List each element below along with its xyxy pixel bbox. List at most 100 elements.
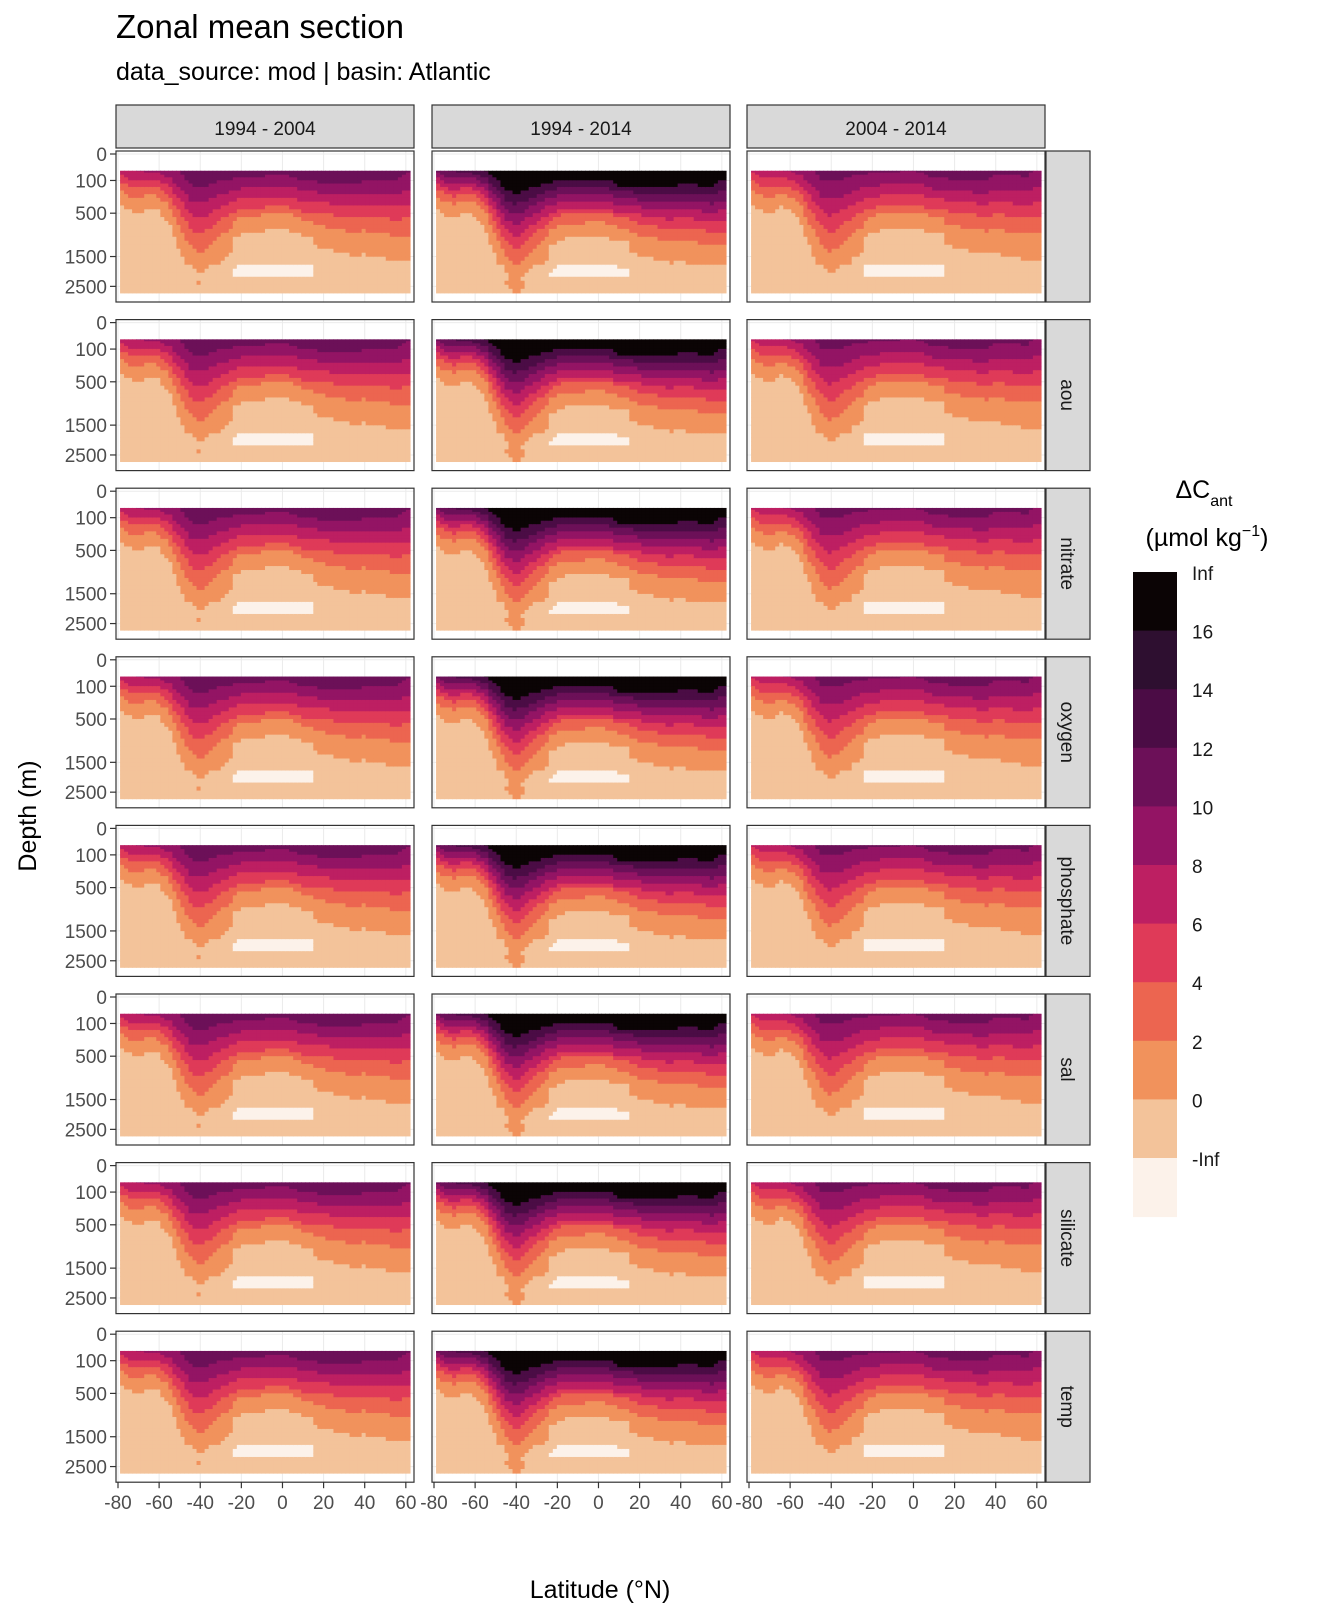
section-cell	[132, 233, 137, 238]
section-cell	[281, 194, 286, 198]
section-cell	[217, 229, 222, 234]
section-cell	[225, 202, 230, 206]
section-cell	[329, 233, 334, 238]
section-cell	[201, 229, 206, 234]
section-cell	[277, 273, 282, 278]
section-cell	[261, 269, 266, 274]
section-cell	[241, 273, 246, 278]
section-cell	[281, 209, 286, 213]
section-cell	[305, 241, 310, 246]
section-cell	[346, 202, 351, 206]
section-cell	[249, 269, 254, 274]
section-cell	[265, 257, 270, 262]
section-cell	[261, 184, 266, 188]
section-cell	[265, 241, 270, 246]
section-cell	[136, 281, 141, 286]
section-cell	[156, 253, 161, 258]
section-cell	[241, 190, 246, 194]
section-cell	[366, 217, 371, 222]
section-cell	[253, 289, 258, 294]
section-cell	[289, 209, 294, 213]
section-cell	[136, 202, 141, 206]
section-cell	[225, 209, 230, 213]
section-cell	[245, 225, 250, 230]
section-cell	[233, 221, 238, 226]
section-cell	[209, 257, 214, 262]
section-cell	[205, 273, 210, 278]
section-cell	[160, 213, 165, 218]
section-cell	[289, 184, 294, 188]
section-cell	[229, 253, 234, 258]
section-cell	[128, 198, 133, 202]
section-cell	[297, 205, 302, 209]
section-cell	[221, 209, 226, 213]
section-cell	[305, 205, 310, 209]
section-cell	[249, 281, 254, 286]
section-cell	[342, 205, 347, 209]
section-cell	[301, 205, 306, 209]
section-cell	[144, 289, 149, 294]
section-cell	[136, 253, 141, 258]
section-cell	[309, 233, 314, 238]
section-cell	[144, 221, 149, 226]
section-cell	[241, 241, 246, 246]
section-cell	[358, 277, 363, 282]
section-cell	[269, 205, 274, 209]
section-cell	[168, 249, 173, 254]
section-cell	[172, 257, 177, 262]
panel-1-1	[116, 151, 414, 302]
section-cell	[136, 285, 141, 290]
section-cell	[221, 289, 226, 294]
section-cell	[237, 184, 242, 188]
section-cell	[189, 194, 194, 198]
section-cell	[201, 184, 206, 188]
section-cell	[285, 289, 290, 294]
section-cell	[197, 289, 202, 294]
section-cell	[261, 202, 266, 206]
section-cell	[144, 213, 149, 218]
section-cell	[120, 221, 125, 226]
section-cell	[245, 261, 250, 266]
section-cell	[241, 253, 246, 258]
section-cell	[362, 190, 367, 194]
section-cell	[225, 225, 230, 230]
section-cell	[321, 265, 326, 270]
section-cell	[366, 273, 371, 278]
section-cell	[313, 202, 318, 206]
section-cell	[168, 221, 173, 226]
section-cell	[201, 198, 206, 202]
section-cell	[329, 190, 334, 194]
section-cell	[313, 237, 318, 242]
section-cell	[233, 225, 238, 230]
section-cell	[277, 245, 282, 250]
section-cell	[257, 237, 262, 242]
section-cell	[265, 190, 270, 194]
section-cell	[124, 205, 129, 209]
section-cell	[172, 269, 177, 274]
section-cell	[132, 187, 137, 191]
section-cell	[140, 261, 145, 266]
section-cell	[265, 269, 270, 274]
section-cell	[321, 213, 326, 218]
section-cell	[249, 229, 254, 234]
section-cell	[221, 229, 226, 234]
section-cell	[193, 269, 198, 274]
section-cell	[237, 257, 242, 262]
section-cell	[209, 229, 214, 234]
section-cell	[281, 273, 286, 278]
section-cell	[160, 202, 165, 206]
section-cell	[193, 257, 198, 262]
section-cell	[217, 249, 222, 254]
section-cell	[329, 225, 334, 230]
section-cell	[273, 237, 278, 242]
section-cell	[176, 261, 181, 266]
section-cell	[152, 265, 157, 270]
section-cell	[164, 225, 169, 230]
section-cell	[329, 187, 334, 191]
section-cell	[354, 269, 359, 274]
section-cell	[124, 265, 129, 270]
section-cell	[329, 217, 334, 222]
section-cell	[140, 253, 145, 258]
section-cell	[209, 265, 214, 270]
